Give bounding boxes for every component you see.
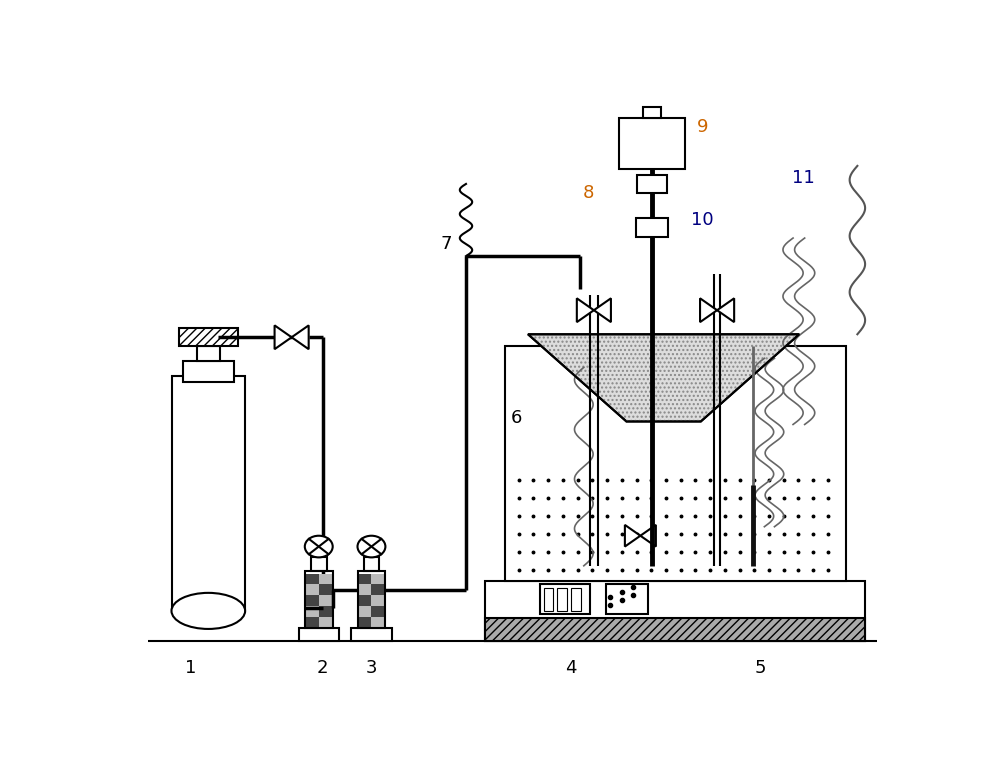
Bar (319, 606, 333, 617)
Text: 10: 10 (691, 211, 714, 229)
Bar (643, 107, 661, 118)
Bar (371, 595, 385, 606)
Circle shape (305, 536, 333, 558)
Bar (540, 584, 590, 614)
Text: 9: 9 (697, 118, 708, 136)
Text: 6: 6 (511, 409, 522, 427)
Bar (311, 558, 326, 571)
Text: 1: 1 (185, 659, 197, 677)
Bar (371, 584, 385, 595)
Text: 4: 4 (565, 659, 576, 677)
Bar (557, 588, 567, 611)
Text: 8: 8 (583, 184, 594, 202)
Bar (505, 346, 846, 581)
Text: 2: 2 (317, 659, 328, 677)
Bar (319, 573, 333, 584)
Bar (305, 571, 333, 628)
Bar (319, 584, 333, 595)
Bar (305, 595, 319, 606)
Polygon shape (528, 334, 799, 422)
Text: 5: 5 (755, 659, 766, 677)
Polygon shape (640, 525, 656, 547)
Bar (299, 628, 339, 641)
Polygon shape (717, 298, 734, 322)
Bar (183, 362, 234, 383)
Bar (485, 581, 865, 641)
Bar (305, 617, 319, 628)
Bar (351, 628, 392, 641)
Bar (606, 584, 648, 614)
Text: 7: 7 (441, 235, 452, 253)
Bar (358, 606, 371, 617)
Bar (371, 606, 385, 617)
Text: 3: 3 (366, 659, 377, 677)
Polygon shape (577, 298, 594, 322)
Bar (358, 595, 371, 606)
Ellipse shape (172, 593, 245, 629)
Polygon shape (594, 298, 611, 322)
Polygon shape (275, 326, 292, 349)
Polygon shape (292, 326, 309, 349)
Bar (571, 588, 581, 611)
Bar (544, 588, 553, 611)
Bar (358, 573, 371, 584)
Bar (197, 346, 220, 362)
Bar (636, 218, 668, 237)
Bar (319, 617, 333, 628)
Polygon shape (700, 298, 717, 322)
Bar (364, 558, 379, 571)
Bar (305, 606, 319, 617)
Bar (358, 584, 371, 595)
Bar (358, 617, 371, 628)
Circle shape (358, 536, 385, 558)
Bar (319, 595, 333, 606)
Bar (358, 571, 385, 628)
Bar (371, 573, 385, 584)
Bar (637, 175, 667, 193)
Polygon shape (625, 525, 640, 547)
Bar (619, 118, 685, 169)
Bar (172, 376, 245, 611)
Bar (485, 618, 865, 641)
Bar (179, 328, 238, 346)
Text: 11: 11 (792, 169, 814, 187)
Bar (371, 617, 385, 628)
Bar (305, 573, 319, 584)
Bar (305, 584, 319, 595)
